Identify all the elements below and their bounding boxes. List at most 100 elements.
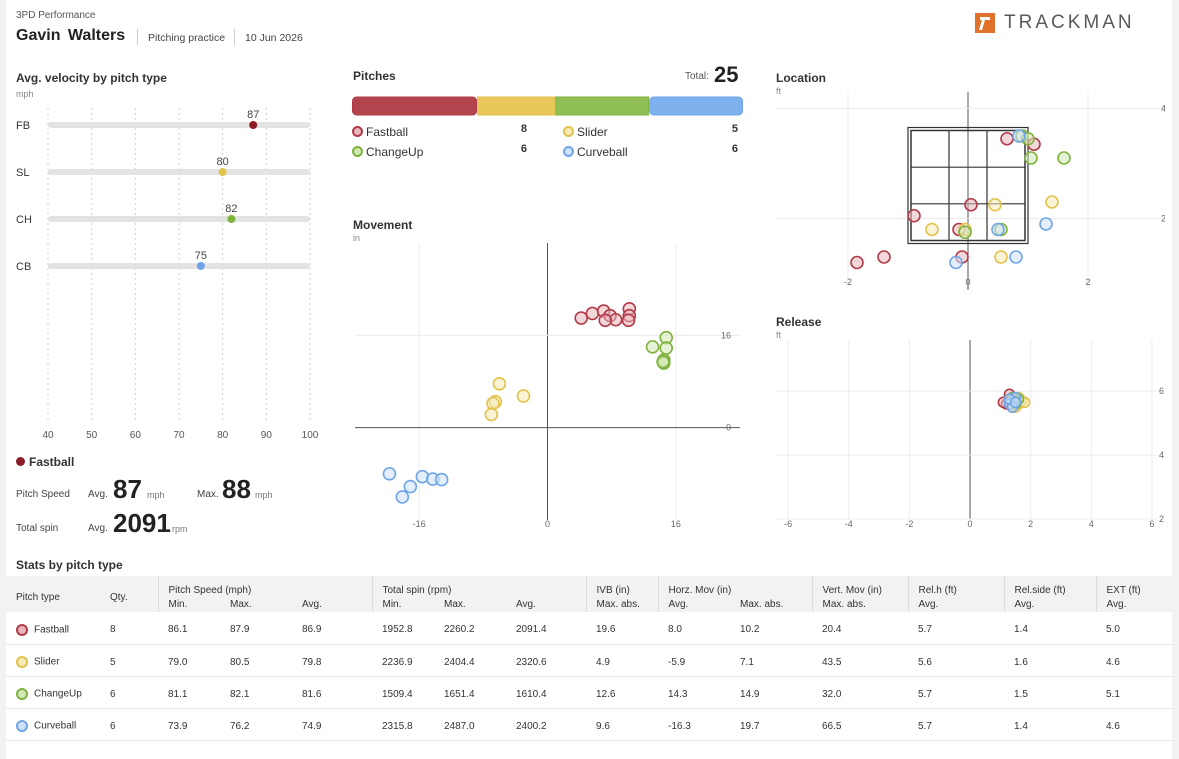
movement-title: Movement: [353, 218, 413, 232]
point-slider: [988, 197, 1002, 212]
velocity-tick-label: 90: [261, 430, 273, 441]
point-fastball: [1000, 131, 1014, 146]
y-tick-label: 0: [726, 423, 731, 433]
col-ivb: IVB (in): [585, 576, 658, 596]
pitch-type-name: Fastball: [34, 624, 70, 636]
velocity-row-label: CB: [16, 261, 31, 273]
table-row: ChangeUp 6 81.1 82.1 81.6 1509.4 1651.4 1610.4 1…: [6, 676, 1174, 708]
report-supertitle: 3PD Performance: [16, 10, 96, 21]
sub-relside: Avg.: [1003, 596, 1096, 612]
cell-qty: 5: [110, 656, 116, 668]
point-changeup: [958, 225, 972, 240]
velocity-data-label: 87: [247, 109, 259, 121]
x-tick-label: -16: [413, 519, 426, 529]
cell-ext: 4.6: [1106, 720, 1120, 732]
point-fastball: [877, 250, 891, 264]
max-speed-unit: mph: [255, 490, 273, 500]
pitch-bar-segment-curveball: [649, 96, 743, 116]
sub-spin-min: Min.: [371, 596, 444, 612]
velocity-data-label: 80: [217, 156, 229, 168]
sub-speed-min: Min.: [157, 596, 230, 612]
cell-pitch-type: Slider: [6, 644, 110, 676]
cell-ivb: 4.9: [596, 656, 610, 668]
y-tick-label: 6: [1159, 386, 1164, 396]
point-fastball: [574, 311, 588, 325]
velocity-point: [196, 262, 205, 270]
slider-dot-icon: [563, 126, 574, 138]
x-tick-label: 6: [1149, 519, 1154, 529]
velocity-track: [48, 122, 310, 128]
y-tick-label: 2: [1159, 514, 1164, 524]
sub-vert: Max. abs.: [811, 596, 908, 612]
sub-speed-avg: Avg.: [302, 599, 322, 610]
cell-ext: 4.6: [1106, 656, 1120, 668]
legend-slider[interactable]: Slider 5: [563, 123, 738, 139]
point-changeup: [659, 341, 674, 355]
cell-spin-min: 2315.8: [382, 720, 413, 732]
max-speed-label: Max.: [197, 489, 219, 500]
legend-curveball[interactable]: Curveball 6: [563, 143, 738, 159]
point-curveball: [403, 479, 418, 494]
cell-pitch-type: Curveball: [6, 708, 110, 740]
avg-speed-value: 87: [113, 474, 142, 504]
cell-relside: 1.6: [1014, 656, 1028, 668]
changeup-dot-icon: [16, 688, 28, 700]
cell-relh: 5.7: [918, 624, 932, 636]
avg-spin-unit: rpm: [172, 524, 188, 534]
cell-horz-avg: -16.3: [668, 720, 691, 732]
cell-sp-min: 86.1: [168, 624, 188, 636]
slider-dot-icon: [16, 656, 28, 668]
cell-relh: 5.7: [918, 720, 932, 732]
point-slider: [492, 377, 507, 391]
legend-changeup-label: ChangeUp: [366, 145, 424, 159]
legend-changeup[interactable]: ChangeUp 6: [352, 143, 527, 159]
cell-sp-max: 82.1: [230, 688, 250, 700]
cell-sp-avg: 74.9: [302, 720, 322, 732]
avg-spin-label: Avg.: [88, 523, 108, 534]
cell-horz-max: 14.9: [740, 688, 760, 700]
velocity-point: [249, 121, 258, 129]
y-tick-label: 4: [1161, 104, 1165, 114]
cell-pitch-type: ChangeUp: [6, 676, 110, 708]
velocity-track: [48, 216, 310, 222]
session-date: 10 Jun 2026: [245, 32, 303, 44]
velocity-tick-label: 80: [217, 430, 229, 441]
release-chart: -6 -4 -2 0 2 4 6 246: [776, 340, 1164, 529]
cell-sp-avg: 86.9: [302, 624, 322, 636]
fastball-dot-icon: [16, 623, 28, 636]
point-slider: [516, 389, 531, 403]
point-curveball: [1012, 129, 1026, 143]
x-tick-label: -4: [845, 519, 853, 529]
cell-horz-max: 7.1: [740, 656, 754, 668]
legend-fastball[interactable]: Fastball 8: [352, 123, 527, 139]
point-curveball: [1009, 396, 1022, 409]
velocity-chart: 40 50 60 70 80 90 100 FB 87 SL 80 CH 82 CB 75: [16, 108, 319, 441]
point-slider: [1045, 195, 1059, 209]
cell-sp-avg: 81.6: [302, 688, 322, 700]
cell-sp-min: 73.9: [168, 720, 188, 732]
col-relside: Rel.side (ft): [1003, 576, 1096, 596]
x-tick-label: 0: [545, 519, 550, 529]
cell-spin-max: 2487.0: [444, 720, 475, 732]
release-title: Release: [776, 315, 822, 329]
cell-spin-min: 1952.8: [382, 624, 413, 636]
sub-horz-avg: Avg.: [657, 596, 740, 612]
release-unit: ft: [776, 330, 782, 340]
pitch-type-name: ChangeUp: [34, 688, 82, 700]
velocity-tick-label: 100: [302, 430, 319, 441]
col-pitch-type: Pitch type: [16, 591, 60, 603]
x-tick-label: 16: [671, 519, 681, 529]
location-unit: ft: [776, 86, 782, 96]
sub-speed-max: Max.: [230, 599, 252, 610]
cell-ext: 5.1: [1106, 688, 1120, 700]
point-curveball: [949, 255, 963, 270]
legend-slider-count: 5: [731, 123, 738, 135]
cell-sp-max: 87.9: [230, 624, 250, 636]
velocity-row-label: FB: [16, 120, 30, 132]
selected-pitch-name: Fastball: [29, 455, 75, 469]
point-fastball: [964, 197, 978, 212]
legend-slider-label: Slider: [577, 125, 608, 139]
velocity-track: [48, 169, 310, 175]
header-divider: [137, 29, 138, 45]
sub-ivb: Max. abs.: [585, 596, 658, 612]
